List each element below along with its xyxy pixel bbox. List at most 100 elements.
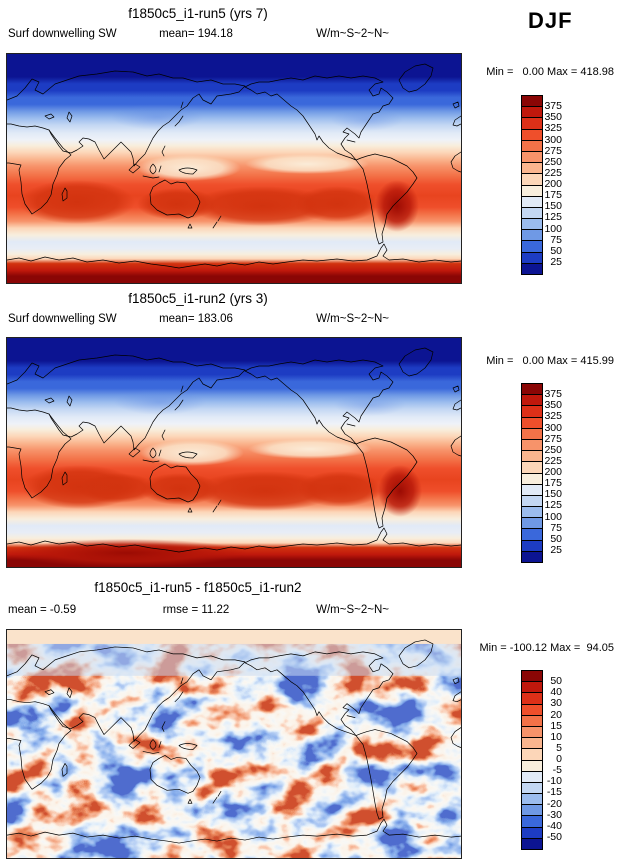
colorbar-segment <box>522 671 542 683</box>
colorbar-tick-label: 0 <box>556 753 562 765</box>
colorbar-tick-label: 40 <box>550 686 562 699</box>
panel3-minmax-label: Min = -100.12 Max = 94.05 <box>479 642 614 654</box>
colorbar-tick-label: 150 <box>544 200 562 213</box>
colorbar-tick-label: 250 <box>544 443 562 456</box>
colorbar-segment <box>522 771 542 783</box>
colorbar-segment <box>522 749 542 761</box>
colorbar-tick-label: 25 <box>550 543 562 556</box>
colorbar-tick-label: 100 <box>544 510 562 523</box>
colorbar-segment <box>522 805 542 817</box>
colorbar-segment <box>522 219 542 231</box>
panel1-map <box>6 53 462 284</box>
colorbar-tick-label: 150 <box>544 488 562 501</box>
colorbar-segment <box>522 439 542 452</box>
colorbar-segment <box>522 241 542 253</box>
panel2-colorbar-labels: 375 350 325 300 275 250 225 200 175 150 125 100 75 50… <box>534 383 562 561</box>
colorbar-segment <box>522 406 542 418</box>
pan2-units-label: W/m~S~2~N~ <box>316 313 389 325</box>
colorbar-segment <box>522 473 542 485</box>
colorbar-tick-label: 15 <box>550 719 562 732</box>
panel3-colorbar-labels: 50 40 30 20 15 10 5 0 -5 -10 -15 -20 -30 -40 -50 <box>534 670 562 848</box>
colorbar-segment <box>522 495 542 508</box>
colorbar-segment <box>522 715 542 727</box>
colorbar-tick-label: 325 <box>544 122 562 135</box>
colorbar-segment <box>522 682 542 694</box>
colorbar-tick-label: 75 <box>550 233 562 246</box>
colorbar-segment <box>522 507 542 519</box>
colorbar-tick-label: 325 <box>544 410 562 423</box>
colorbar-segment <box>522 207 542 220</box>
colorbar-segment <box>522 230 542 242</box>
colorbar-tick-label: 375 <box>544 100 562 113</box>
panel2-variable-label: Surf downwelling SW <box>8 313 117 325</box>
colorbar-segment <box>522 704 542 716</box>
colorbar-segment <box>522 174 542 186</box>
panel3-difference-map <box>6 629 462 859</box>
panel2-minmax-label: Min = 0.00 Max = 415.99 <box>486 355 614 367</box>
colorbar-tick-label: -50 <box>546 830 562 843</box>
colorbar-tick-label: 50 <box>550 244 562 257</box>
colorbar-segment <box>522 518 542 530</box>
colorbar-segment <box>522 794 542 806</box>
colorbar-tick-label: 125 <box>544 211 562 224</box>
colorbar-tick-label: 20 <box>550 708 562 721</box>
colorbar-segment <box>522 738 542 750</box>
colorbar-tick-label: 175 <box>544 189 562 202</box>
panel2-mean-label: mean= 183.06 <box>159 313 233 325</box>
colorbar-segment <box>522 252 542 264</box>
panel1-minmax-label: Min = 0.00 Max = 418.98 <box>486 66 614 78</box>
colorbar-tick-label: 300 <box>544 421 562 434</box>
season-label: DJF <box>528 8 573 33</box>
colorbar-tick-label: 30 <box>550 697 562 710</box>
colorbar-tick-label: 300 <box>544 133 562 146</box>
panel1-variable-label: Surf downwelling SW <box>8 28 117 40</box>
colorbar-segment <box>522 185 542 197</box>
colorbar-segment <box>522 816 542 828</box>
colorbar-segment <box>522 107 542 119</box>
colorbar-segment <box>522 417 542 429</box>
panel3-colorbar <box>521 670 543 850</box>
colorbar-tick-label: 225 <box>544 454 562 467</box>
colorbar-segment <box>522 726 542 739</box>
colorbar-tick-label: 375 <box>544 388 562 401</box>
colorbar-segment <box>522 782 542 795</box>
colorbar-segment <box>522 384 542 396</box>
colorbar-segment <box>522 163 542 175</box>
colorbar-segment <box>522 96 542 108</box>
colorbar-tick-label: 10 <box>550 730 562 743</box>
panel2-colorbar <box>521 383 543 563</box>
colorbar-tick-label: 125 <box>544 499 562 512</box>
colorbar-tick-label: 50 <box>550 675 562 688</box>
panel1-colorbar <box>521 95 543 275</box>
panel3-title: f1850c5_i1-run5 - f1850c5_i1-run2 <box>94 580 302 595</box>
colorbar-segment <box>522 451 542 463</box>
colorbar-segment <box>522 760 542 772</box>
panel1-units-label: W/m~S~2~N~ <box>316 28 389 40</box>
colorbar-segment <box>522 838 542 849</box>
colorbar-tick-label: 350 <box>544 111 562 124</box>
colorbar-segment <box>522 151 542 164</box>
colorbar-segment <box>522 540 542 552</box>
colorbar-tick-label: -10 <box>546 775 562 788</box>
colorbar-tick-label: 25 <box>550 255 562 268</box>
colorbar-tick-label: 200 <box>544 178 562 190</box>
panel1-colorbar-labels: 375 350 325 300 275 250 225 200 175 150 125 100 75 50… <box>534 95 562 273</box>
panel1-title: f1850c5_i1-run5 (yrs 7) <box>128 6 268 21</box>
panel2-title: f1850c5_i1-run2 (yrs 3) <box>128 291 268 306</box>
colorbar-segment <box>522 140 542 152</box>
colorbar-segment <box>522 196 542 208</box>
panel2-map <box>6 337 462 568</box>
colorbar-tick-label: 350 <box>544 399 562 412</box>
colorbar-tick-label: 175 <box>544 477 562 490</box>
colorbar-segment <box>522 428 542 440</box>
colorbar-segment <box>522 484 542 496</box>
colorbar-tick-label: 250 <box>544 155 562 168</box>
panel1-mean-label: mean= 194.18 <box>159 28 233 40</box>
panel3-mean-label: mean = -0.59 <box>8 604 77 616</box>
colorbar-tick-label: -15 <box>546 786 562 799</box>
colorbar-segment <box>522 529 542 541</box>
colorbar-tick-label: -20 <box>546 797 562 810</box>
colorbar-tick-label: -30 <box>546 808 562 821</box>
colorbar-tick-label: 225 <box>544 166 562 179</box>
colorbar-tick-label: 75 <box>550 521 562 534</box>
